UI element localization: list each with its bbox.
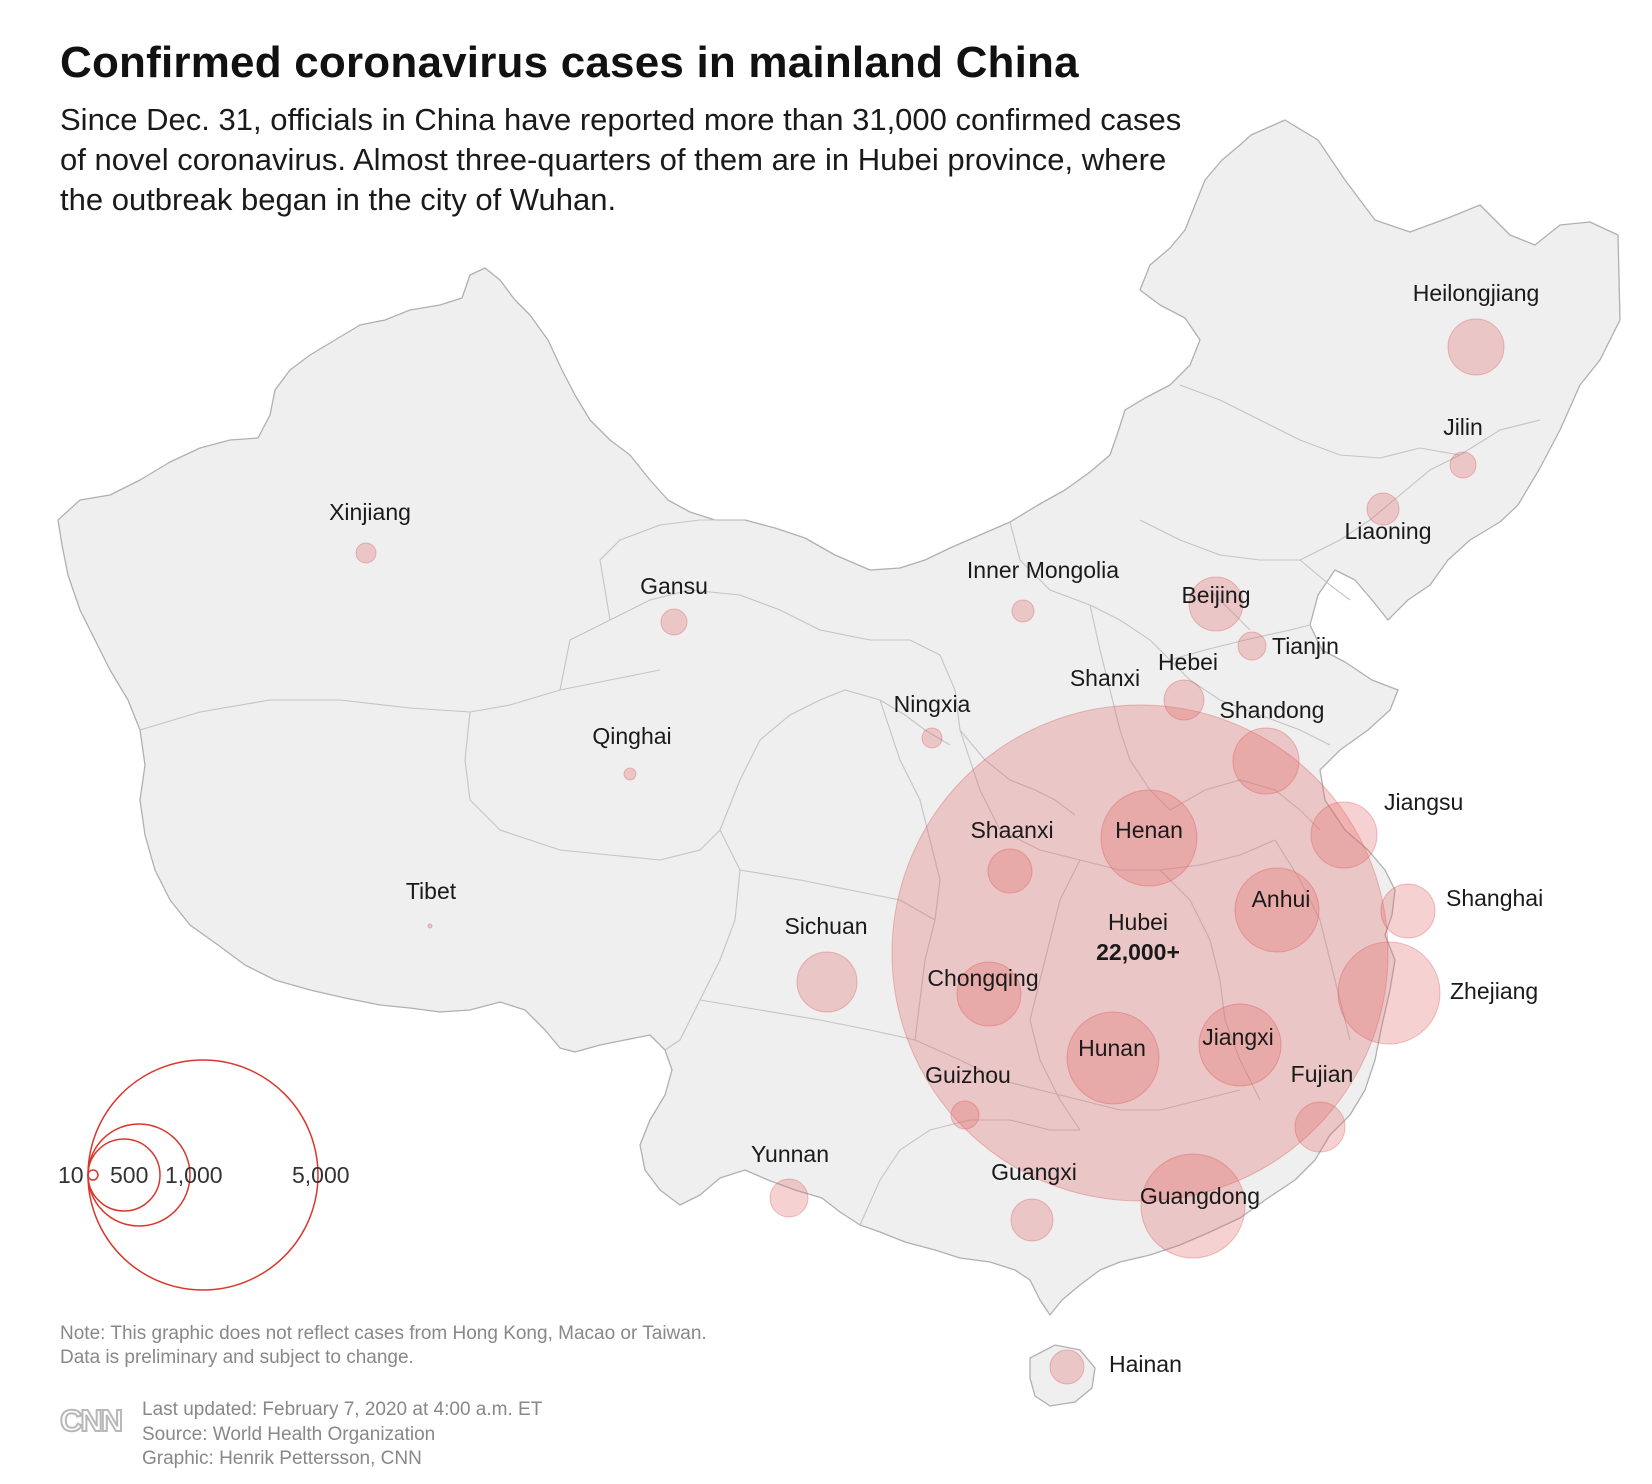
region-labels: Heilongjiang Jilin Liaoning Xinjiang Gansu In… [329, 280, 1543, 1377]
province-borders [139, 384, 1541, 1226]
cnn-logo: CNN [60, 1403, 125, 1437]
label-hainan: Hainan [1109, 1351, 1182, 1377]
bubble-jilin [1449, 451, 1477, 479]
note: Note: This graphic does not reflect case… [60, 1322, 820, 1370]
bubble-heilongjiang [1447, 318, 1505, 376]
label-henan: Henan [1115, 817, 1183, 843]
note-line-2: Data is preliminary and subject to chang… [60, 1347, 414, 1368]
label-hubei: Hubei [1108, 909, 1168, 935]
bubble-hebei [1163, 679, 1205, 721]
label-chongqing: Chongqing [927, 965, 1038, 991]
bubble-fujian [1294, 1101, 1346, 1153]
chart-title: Confirmed coronavirus cases in mainland … [60, 38, 1079, 87]
label-hunan: Hunan [1078, 1035, 1146, 1061]
last-updated: Last updated: February 7, 2020 at 4:00 a… [142, 1399, 543, 1420]
chart-subtitle: Since Dec. 31, officials in China have r… [60, 102, 1182, 217]
label-shanghai: Shanghai [1446, 885, 1543, 911]
bubble-hunan [1066, 1011, 1160, 1105]
label-beijing: Beijing [1181, 582, 1250, 608]
bubble-guizhou [950, 1100, 980, 1130]
credits: Last updated: February 7, 2020 at 4:00 a… [142, 1398, 542, 1472]
label-shandong: Shandong [1220, 697, 1325, 723]
label-inner-mongolia: Inner Mongolia [967, 557, 1119, 583]
bubble-anhui [1234, 867, 1320, 953]
legend-label-5000: 5,000 [292, 1162, 350, 1188]
bubble-yunnan [769, 1178, 809, 1218]
label-tibet: Tibet [406, 878, 457, 904]
legend-label-10: 10 [58, 1162, 84, 1188]
size-legend: 10 500 1,000 5,000 [58, 1059, 350, 1291]
hainan-island-shape [1029, 1344, 1096, 1407]
label-shanxi: Shanxi [1070, 665, 1140, 691]
bubble-qinghai [623, 767, 637, 781]
label-jiangsu: Jiangsu [1384, 789, 1463, 815]
label-hebei: Hebei [1158, 649, 1218, 675]
label-guangxi: Guangxi [991, 1159, 1077, 1185]
bubble-gansu [660, 608, 688, 636]
svg-text:CNN: CNN [60, 1403, 122, 1437]
source: Source: World Health Organization [142, 1423, 436, 1445]
label-guangdong: Guangdong [1140, 1183, 1260, 1209]
bubble-chongqing [956, 961, 1022, 1027]
label-tianjin: Tianjin [1272, 633, 1339, 659]
bubble-inner-mongolia [1011, 599, 1035, 623]
label-ningxia: Ningxia [894, 691, 971, 717]
bubble-shaanxi [987, 848, 1033, 894]
legend-label-1000: 1,000 [165, 1162, 223, 1188]
bubble-jiangxi [1198, 1003, 1282, 1087]
label-yunnan: Yunnan [751, 1141, 829, 1167]
label-zhejiang: Zhejiang [1450, 978, 1538, 1004]
label-xinjiang: Xinjiang [329, 499, 411, 525]
bubble-shandong [1232, 727, 1300, 795]
label-anhui: Anhui [1252, 886, 1311, 912]
legend-circle-10 [87, 1169, 99, 1181]
label-qinghai: Qinghai [592, 723, 671, 749]
label-jiangxi: Jiangxi [1202, 1024, 1274, 1050]
bubble-hubei [891, 704, 1389, 1202]
bubble-tianjin [1237, 631, 1267, 661]
note-line-1: Note: This graphic does not reflect case… [60, 1323, 707, 1344]
case-bubbles [355, 318, 1505, 1385]
legend-label-500: 500 [110, 1162, 148, 1188]
label-guizhou: Guizhou [925, 1062, 1011, 1088]
bubble-zhejiang [1337, 941, 1441, 1045]
label-fujian: Fujian [1291, 1061, 1354, 1087]
bubble-xinjiang [355, 542, 377, 564]
bubble-guangxi [1010, 1198, 1054, 1242]
bubble-shanghai [1380, 883, 1436, 939]
bubble-guangdong [1140, 1153, 1246, 1259]
label-shaanxi: Shaanxi [970, 817, 1053, 843]
label-sichuan: Sichuan [784, 913, 867, 939]
label-hubei-value: 22,000+ [1096, 939, 1180, 965]
label-liaoning: Liaoning [1345, 518, 1432, 544]
bubble-ningxia [921, 727, 943, 749]
bubble-liaoning [1366, 492, 1400, 526]
mainland-china-shape [57, 119, 1621, 1316]
label-gansu: Gansu [640, 573, 708, 599]
bubble-sichuan [796, 951, 858, 1013]
bubble-jiangsu [1310, 801, 1378, 869]
bubble-henan [1100, 789, 1198, 887]
bubble-hainan [1049, 1349, 1085, 1385]
label-heilongjiang: Heilongjiang [1413, 280, 1540, 306]
bubble-tibet [427, 923, 433, 929]
label-jilin: Jilin [1443, 414, 1483, 440]
graphic-credit: Graphic: Henrik Pettersson, CNN [142, 1448, 422, 1469]
bubble-beijing [1188, 576, 1244, 632]
